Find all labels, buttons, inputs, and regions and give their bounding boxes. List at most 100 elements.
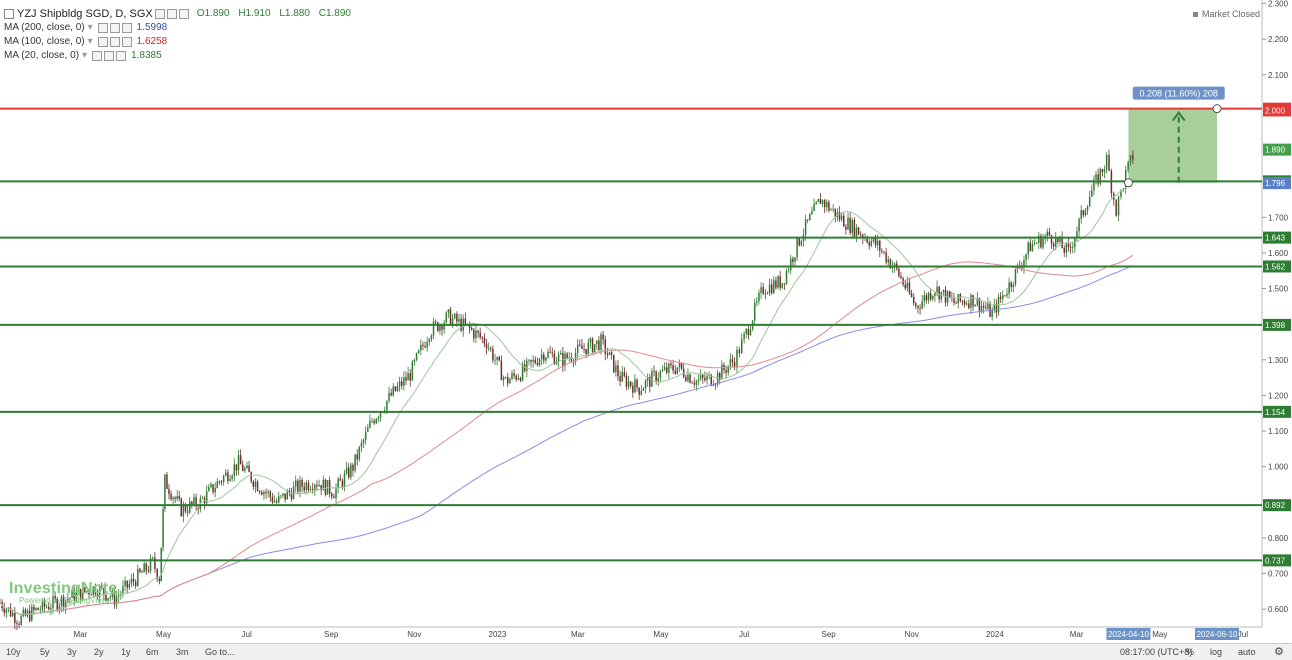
- candle-body: [333, 496, 335, 499]
- range-1y[interactable]: 1y: [121, 647, 131, 657]
- candle-body: [96, 594, 99, 597]
- candle-body: [608, 352, 611, 356]
- candle-body: [178, 496, 180, 499]
- settings-icon[interactable]: [109, 37, 120, 47]
- candle-body: [278, 496, 280, 503]
- candle-body: [352, 464, 354, 471]
- goto-date-button[interactable]: Go to...: [205, 647, 235, 657]
- candle-body: [651, 371, 653, 387]
- candle-body: [218, 481, 221, 483]
- range-10y[interactable]: 10y: [6, 647, 21, 657]
- candle-body: [536, 363, 539, 366]
- candle-body: [109, 597, 111, 599]
- candle-body: [28, 610, 31, 621]
- visibility-toggle-icon[interactable]: [97, 23, 108, 33]
- close-icon[interactable]: [121, 37, 132, 47]
- level-price-tag: [1263, 260, 1291, 273]
- auto-toggle[interactable]: auto: [1238, 647, 1256, 657]
- settings-icon[interactable]: [166, 9, 177, 19]
- candle-body: [747, 328, 750, 336]
- range-2y[interactable]: 2y: [94, 647, 104, 657]
- visibility-toggle-icon[interactable]: [92, 51, 103, 61]
- chevron-down-icon[interactable]: ▾: [82, 50, 88, 61]
- candle-body: [721, 364, 723, 380]
- candle-body: [86, 591, 88, 592]
- candle-body: [718, 373, 721, 380]
- x-tick-label: 2023: [489, 630, 507, 639]
- candle-body: [538, 359, 541, 366]
- legend-label: MA (200, close, 0): [4, 22, 85, 33]
- visibility-toggle-icon[interactable]: [97, 37, 108, 47]
- candle-body: [256, 481, 259, 492]
- gear-icon[interactable]: ⚙: [1274, 646, 1284, 658]
- legend-ma200[interactable]: MA (200, close, 0) ▾ 1.5998: [4, 21, 357, 35]
- candle-body: [811, 211, 813, 215]
- settings-icon[interactable]: [109, 23, 120, 33]
- candle-body: [923, 295, 926, 302]
- candle-body: [634, 379, 636, 393]
- candle-body: [680, 363, 683, 369]
- range-5y[interactable]: 5y: [40, 647, 50, 657]
- candle-body: [475, 330, 477, 339]
- candle-body: [955, 302, 957, 304]
- legend-ma20[interactable]: MA (20, close, 0) ▾ 1.8385: [4, 49, 357, 63]
- timezone-clock[interactable]: 08:17:00 (UTC+8): [1120, 647, 1193, 657]
- candle-body: [354, 454, 356, 471]
- price-chart[interactable]: 2.300 2.200 2.100 1.700 1.600 1.500 1.300 1.200…: [0, 0, 1292, 643]
- candle-body: [220, 481, 223, 483]
- candle-body: [593, 344, 596, 353]
- settings-icon[interactable]: [104, 51, 115, 61]
- candle-body: [369, 420, 371, 428]
- candle-body: [1029, 242, 1032, 252]
- candle-body: [409, 373, 411, 381]
- range-6m[interactable]: 6m: [146, 647, 159, 657]
- high-value: H1.910: [238, 8, 271, 19]
- candle-body: [420, 344, 422, 351]
- candle-body: [117, 595, 120, 597]
- level-price-tag: [1263, 499, 1291, 512]
- candle-body: [122, 585, 124, 594]
- candle-body: [328, 480, 331, 494]
- candle-body: [371, 420, 373, 422]
- candle-body: [331, 493, 333, 497]
- candle-body: [5, 609, 8, 613]
- candle-body: [1099, 169, 1102, 184]
- candle-body: [513, 373, 515, 376]
- candle-body: [434, 321, 437, 323]
- candle-body: [137, 568, 139, 586]
- x-tick-label: 2024: [986, 630, 1004, 639]
- x-highlight-tag: [1106, 628, 1151, 640]
- candle-body: [1103, 169, 1106, 172]
- candle-body: [845, 226, 847, 230]
- log-toggle[interactable]: log: [1210, 647, 1223, 657]
- more-icon[interactable]: [178, 9, 189, 19]
- chevron-down-icon[interactable]: ▾: [87, 36, 93, 47]
- candle-body: [271, 496, 274, 503]
- percent-toggle[interactable]: %: [1186, 647, 1195, 657]
- candle-body: [479, 332, 481, 338]
- close-icon[interactable]: [121, 23, 132, 33]
- candle-body: [398, 381, 401, 387]
- candle-body: [345, 467, 348, 474]
- candle-body: [676, 367, 679, 374]
- close-icon[interactable]: [116, 51, 127, 61]
- candle-body: [511, 373, 513, 380]
- range-3m[interactable]: 3m: [176, 647, 189, 657]
- chevron-down-icon[interactable]: ▾: [87, 22, 93, 33]
- candle-body: [1025, 254, 1027, 261]
- visibility-toggle-icon[interactable]: [154, 9, 165, 19]
- candle-body: [851, 219, 853, 233]
- candle-body: [687, 374, 689, 381]
- candle-body: [356, 454, 358, 460]
- candle-body: [343, 473, 346, 487]
- price-tag: [1263, 143, 1291, 156]
- legend-ma100[interactable]: MA (100, close, 0) ▾ 1.6258: [4, 35, 357, 49]
- candle-body: [417, 350, 420, 354]
- candle-body: [222, 475, 225, 483]
- candle-body: [530, 359, 532, 362]
- candle-body: [422, 344, 424, 347]
- range-3y[interactable]: 3y: [67, 647, 77, 657]
- candle-body: [932, 295, 934, 300]
- candle-body: [817, 198, 820, 203]
